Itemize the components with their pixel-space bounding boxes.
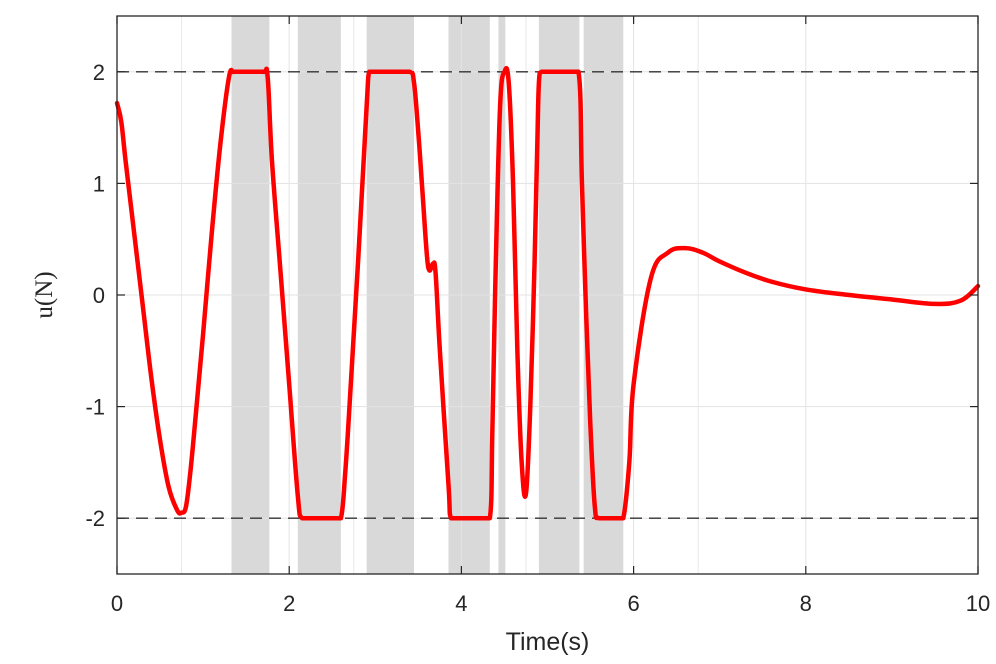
x-tick-label-1: 2	[283, 591, 295, 616]
y-tick-label-0: -2	[85, 506, 105, 531]
y-axis-label: u(N)	[31, 271, 58, 318]
series-layer	[114, 66, 981, 521]
y-tick-label-2: 0	[93, 283, 105, 308]
x-tick-label-2: 4	[455, 591, 467, 616]
ticks	[116, 16, 979, 574]
y-tick-label-3: 1	[93, 171, 105, 196]
x-tick-label-0: 0	[111, 591, 123, 616]
y-tick-label-1: -1	[85, 395, 105, 420]
series-line-0	[114, 66, 981, 521]
x-tick-label-3: 6	[627, 591, 639, 616]
x-tick-label-4: 8	[800, 591, 812, 616]
y-tick-label-4: 2	[93, 60, 105, 85]
x-tick-label-5: 10	[966, 591, 990, 616]
tick-labels: 0 2 4 6 8 10 -2 -1 0 1 2	[85, 60, 990, 616]
x-axis-label: Time(s)	[506, 628, 590, 656]
